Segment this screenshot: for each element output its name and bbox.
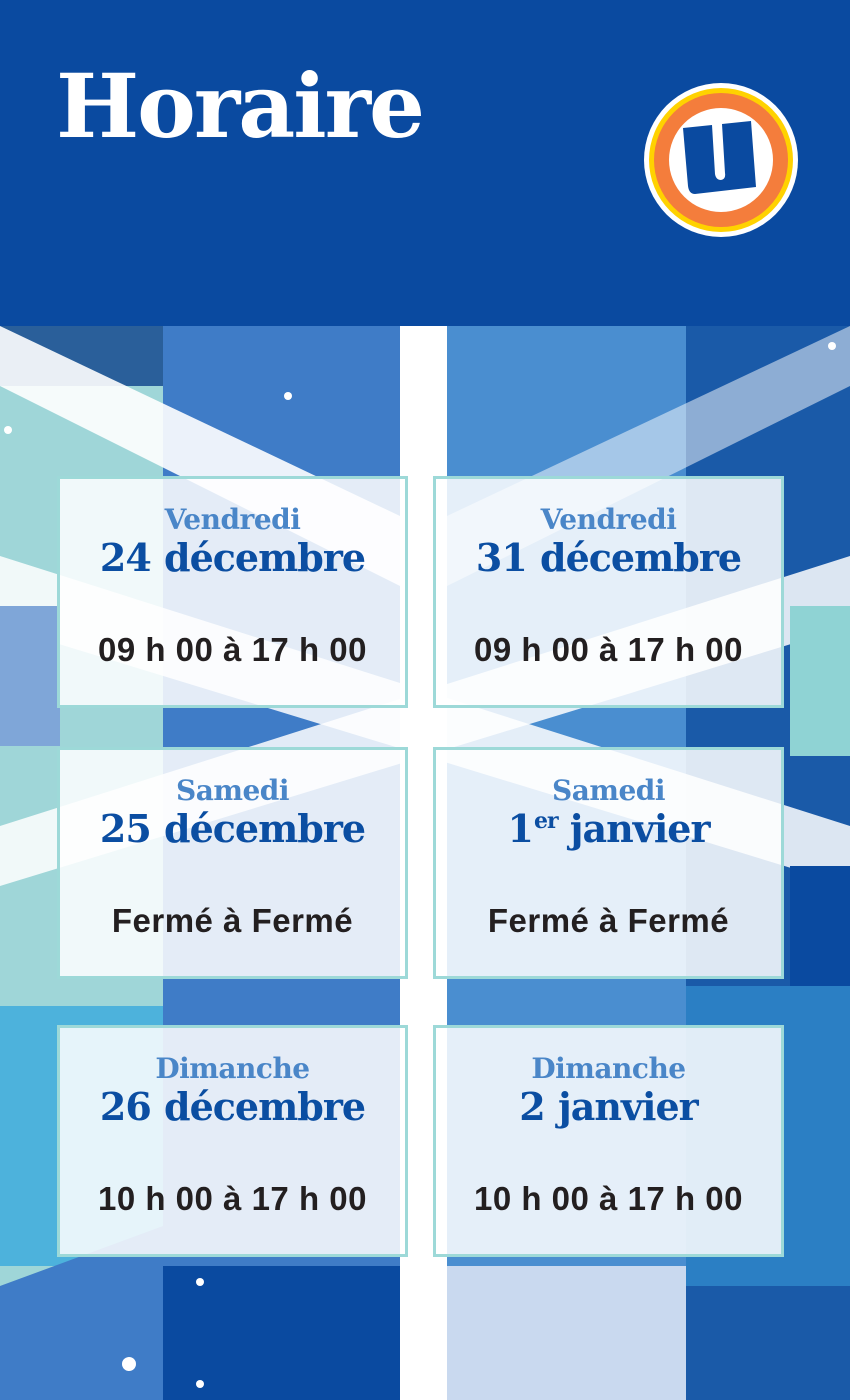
schedule-card: Dimanche 2 janvier 10 h 00 à 17 h 00 [433, 1025, 784, 1257]
hours-label: Fermé à Fermé [487, 902, 730, 939]
schedule-card: Vendredi 24 décembre 09 h 00 à 17 h 00 [57, 476, 408, 708]
date-label: 25 décembre [99, 806, 366, 851]
day-label: Vendredi [164, 503, 301, 536]
day-label: Vendredi [540, 503, 677, 536]
hours-label: 09 h 00 à 17 h 00 [97, 631, 367, 668]
day-label: Dimanche [155, 1052, 310, 1085]
u-store-logo-icon [644, 83, 798, 237]
day-label: Samedi [175, 774, 290, 807]
date-label: 1er janvier [507, 806, 711, 851]
date-label: 26 décembre [99, 1084, 366, 1129]
day-label: Dimanche [531, 1052, 686, 1085]
date-label: 31 décembre [475, 535, 742, 580]
hours-label: Fermé à Fermé [111, 902, 354, 939]
date-label: 2 janvier [519, 1084, 698, 1129]
schedule-card: Samedi 1er janvier Fermé à Fermé [433, 747, 784, 979]
hours-label: 10 h 00 à 17 h 00 [473, 1180, 743, 1217]
schedule-card: Samedi 25 décembre Fermé à Fermé [57, 747, 408, 979]
hours-label: 10 h 00 à 17 h 00 [97, 1180, 367, 1217]
page-title: Horaire [56, 54, 425, 158]
schedule-card: Dimanche 26 décembre 10 h 00 à 17 h 00 [57, 1025, 408, 1257]
schedule-card: Vendredi 31 décembre 09 h 00 à 17 h 00 [433, 476, 784, 708]
hours-label: 09 h 00 à 17 h 00 [473, 631, 743, 668]
day-label: Samedi [551, 774, 666, 807]
header-banner: Horaire [0, 0, 850, 326]
date-label: 24 décembre [99, 535, 366, 580]
